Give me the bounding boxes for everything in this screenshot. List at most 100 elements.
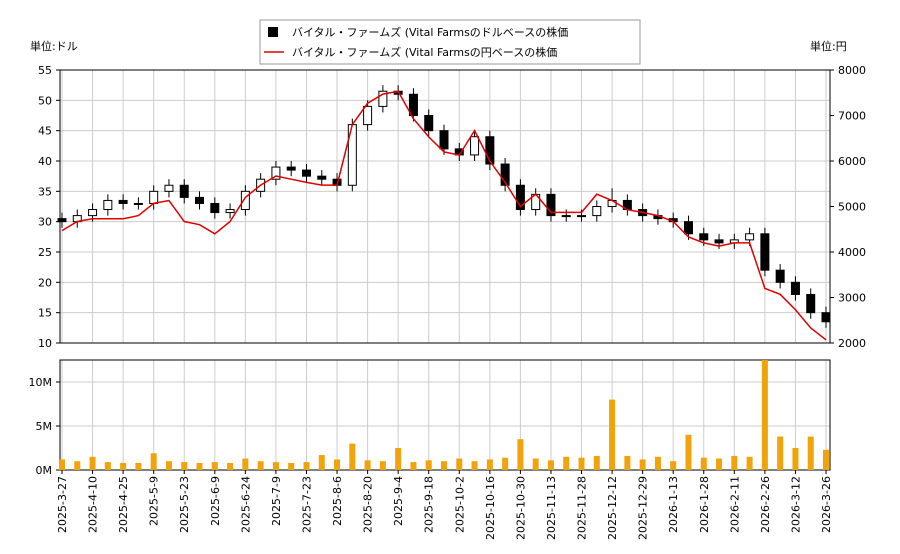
x-tick-label: 2025-9-4	[392, 476, 405, 526]
y2-tick-label: 6000	[838, 155, 866, 168]
y2-tick-label: 8000	[838, 64, 866, 77]
candle-body	[821, 312, 831, 323]
candle-body	[240, 190, 250, 211]
candle-body	[210, 202, 220, 214]
volume-bar	[196, 462, 203, 470]
legend-marker	[268, 27, 278, 37]
candle-body	[683, 221, 693, 235]
x-tick-label: 2026-3-26	[820, 476, 833, 533]
y-tick-label: 25	[38, 246, 52, 259]
volume-bar	[456, 458, 463, 470]
volume-bar	[670, 461, 677, 470]
candle-body	[515, 184, 525, 211]
y-tick-label: 45	[38, 125, 52, 138]
volume-bar	[502, 457, 509, 470]
volume-bar	[379, 461, 386, 470]
x-tick-label: 2025-3-27	[56, 476, 69, 533]
plot-frame	[59, 359, 831, 471]
volume-bar	[303, 462, 310, 470]
volume-bar	[746, 456, 753, 470]
candle-body	[271, 166, 281, 180]
y-tick-label: 15	[38, 307, 52, 320]
volume-bar	[104, 462, 111, 470]
volume-bar	[257, 461, 264, 470]
y-unit-label: 単位:ドル	[30, 39, 78, 53]
x-tick-label: 2026-3-12	[789, 476, 802, 533]
volume-bar	[318, 455, 325, 470]
volume-bar	[242, 458, 249, 470]
y2-unit-label: 単位:円	[810, 39, 847, 53]
price-line	[61, 90, 827, 341]
candle-body	[317, 175, 327, 180]
candle-body	[408, 93, 418, 117]
x-tick-label: 2025-6-9	[209, 476, 222, 526]
x-tick-label: 2026-1-13	[667, 476, 680, 533]
candle-body	[103, 199, 113, 211]
volume-bar	[578, 457, 585, 470]
candle-body	[485, 136, 495, 165]
x-tick-label: 2025-8-6	[331, 476, 344, 526]
x-tick-label: 2025-7-23	[300, 476, 313, 533]
volume-bar	[532, 458, 539, 470]
volume-bar	[181, 462, 188, 470]
candle-body	[378, 90, 388, 107]
candle-body	[301, 169, 311, 177]
y-tick-label: 10	[38, 337, 52, 350]
legend-label: バイタル・ファームズ (Vital Farmsのドルベースの株価	[292, 25, 568, 39]
y2-tick-label: 7000	[838, 110, 866, 123]
x-tick-label: 2025-12-29	[637, 476, 650, 540]
x-tick-label: 2025-9-18	[423, 476, 436, 533]
y-tick-label: 35	[38, 185, 52, 198]
volume-bar	[120, 462, 127, 470]
x-tick-label: 2025-6-24	[239, 476, 252, 533]
x-tick-label: 2025-11-28	[576, 476, 589, 540]
volume-bar	[716, 458, 723, 470]
candle-body	[775, 269, 785, 283]
candle-body	[714, 239, 724, 244]
candle-body	[745, 233, 755, 241]
candle-body	[118, 199, 128, 204]
y-tick-label: 50	[38, 94, 52, 107]
y-tick-label: 40	[38, 155, 52, 168]
volume-bar	[792, 448, 799, 470]
volume-bar	[517, 439, 524, 470]
y2-tick-label: 5000	[838, 201, 866, 214]
candle-body	[149, 190, 159, 204]
volume-bar	[364, 460, 371, 470]
volume-bar	[425, 460, 432, 470]
x-tick-label: 2025-5-9	[148, 476, 161, 526]
candle-body	[806, 293, 816, 314]
x-tick-label: 2025-4-25	[117, 476, 130, 533]
volume-bar	[654, 456, 661, 470]
candle-body	[133, 202, 143, 205]
plot-frame	[59, 69, 831, 344]
volume-bar	[547, 460, 554, 470]
volume-bar	[609, 399, 616, 470]
volume-bar	[227, 462, 234, 470]
candle-body	[592, 206, 602, 217]
candle-body	[179, 184, 189, 198]
x-tick-label: 2026-2-11	[728, 476, 741, 533]
volume-bar	[471, 461, 478, 470]
candle-body	[363, 105, 373, 126]
volume-bar	[395, 448, 402, 470]
y-tick-label: 55	[38, 64, 52, 77]
volume-bar	[593, 455, 600, 470]
volume-bar	[74, 461, 81, 470]
x-tick-label: 2026-1-28	[698, 476, 711, 533]
volume-bar	[761, 360, 768, 470]
volume-bar	[486, 459, 493, 470]
x-tick-label: 2026-2-26	[759, 476, 772, 533]
volume-bar	[777, 436, 784, 470]
y2-tick-label: 2000	[838, 337, 866, 350]
x-tick-label: 2025-4-10	[87, 476, 100, 533]
volume-bar	[165, 461, 172, 470]
y2-tick-label: 3000	[838, 292, 866, 305]
volume-bar	[807, 436, 814, 470]
x-tick-label: 2025-11-13	[545, 476, 558, 540]
candle-body	[225, 209, 235, 214]
volume-bar	[410, 462, 417, 470]
volume-bar	[135, 462, 142, 470]
volume-bar	[700, 457, 707, 470]
